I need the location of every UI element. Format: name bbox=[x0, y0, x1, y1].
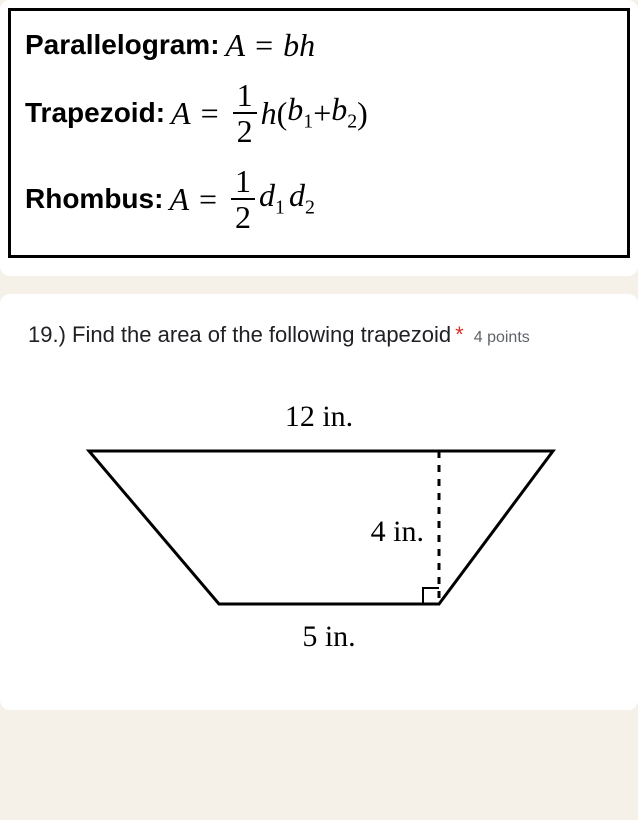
fraction-denominator: 2 bbox=[231, 198, 255, 233]
term-b1: b1 bbox=[287, 93, 313, 132]
equals-sign: = bbox=[201, 97, 219, 129]
question-card: 19.) Find the area of the following trap… bbox=[0, 294, 638, 710]
paren-close: ) bbox=[357, 97, 368, 129]
one-half-fraction: 1 2 bbox=[233, 79, 257, 147]
trapezoid-figure: 12 in. 5 in. 4 in. bbox=[28, 386, 610, 686]
rhs: bh bbox=[283, 29, 315, 61]
svg-text:12 in.: 12 in. bbox=[285, 400, 353, 433]
formula-box: Parallelogram: A = bh Trapezoid: A = 1 2… bbox=[8, 8, 630, 258]
trapezoid-svg: 12 in. 5 in. 4 in. bbox=[49, 386, 589, 686]
plus-sign: + bbox=[313, 97, 331, 129]
svg-text:5 in.: 5 in. bbox=[302, 620, 355, 653]
term-d1: d1 bbox=[259, 179, 285, 218]
formula-rhombus: Rhombus: A = 1 2 d1 d2 bbox=[25, 165, 613, 233]
question-header: 19.) Find the area of the following trap… bbox=[28, 322, 610, 348]
fraction-denominator: 2 bbox=[233, 112, 257, 147]
one-half-fraction: 1 2 bbox=[231, 165, 255, 233]
fraction-numerator: 1 bbox=[233, 79, 257, 112]
question-text: 19.) Find the area of the following trap… bbox=[28, 322, 464, 348]
term-d2: d2 bbox=[289, 179, 315, 218]
lhs: A bbox=[171, 97, 191, 129]
formula-label-rhombus: Rhombus: bbox=[25, 185, 163, 213]
paren-open: ( bbox=[277, 97, 288, 129]
required-marker: * bbox=[455, 322, 464, 347]
equals-sign: = bbox=[255, 29, 273, 61]
var-h: h bbox=[261, 97, 277, 129]
fraction-numerator: 1 bbox=[231, 165, 255, 198]
lhs: A bbox=[169, 183, 189, 215]
formula-card: Parallelogram: A = bh Trapezoid: A = 1 2… bbox=[0, 0, 638, 276]
svg-text:4 in.: 4 in. bbox=[371, 515, 424, 548]
lhs: A bbox=[226, 29, 246, 61]
points-label: 4 points bbox=[474, 329, 530, 347]
formula-label-trapezoid: Trapezoid: bbox=[25, 99, 165, 127]
equals-sign: = bbox=[199, 183, 217, 215]
formula-label-parallelogram: Parallelogram: bbox=[25, 31, 220, 59]
formula-trapezoid: Trapezoid: A = 1 2 h ( b1 + b2 ) bbox=[25, 79, 613, 147]
formula-parallelogram: Parallelogram: A = bh bbox=[25, 29, 613, 61]
term-b2: b2 bbox=[331, 93, 357, 132]
